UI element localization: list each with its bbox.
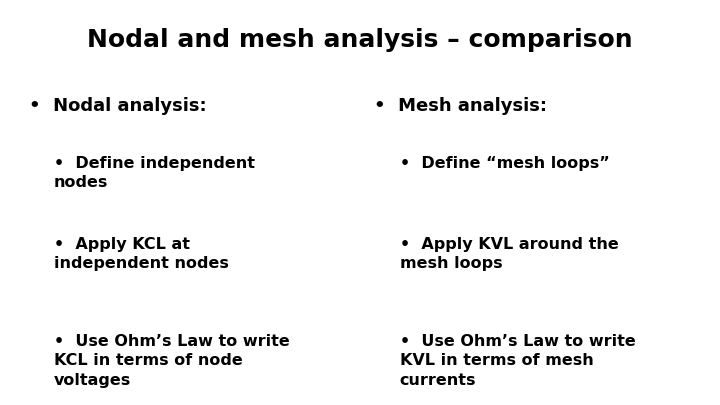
Text: •  Use Ohm’s Law to write
KCL in terms of node
voltages: • Use Ohm’s Law to write KCL in terms of… [54,334,289,388]
Text: Nodal and mesh analysis – comparison: Nodal and mesh analysis – comparison [87,28,633,52]
Text: •  Use Ohm’s Law to write
KVL in terms of mesh
currents: • Use Ohm’s Law to write KVL in terms of… [400,334,635,388]
Text: •  Define independent
nodes: • Define independent nodes [54,156,255,190]
Text: •  Apply KCL at
independent nodes: • Apply KCL at independent nodes [54,237,229,271]
Text: •  Nodal analysis:: • Nodal analysis: [29,97,207,115]
Text: •  Define “mesh loops”: • Define “mesh loops” [400,156,609,171]
Text: •  Mesh analysis:: • Mesh analysis: [374,97,547,115]
Text: •  Apply KVL around the
mesh loops: • Apply KVL around the mesh loops [400,237,618,271]
